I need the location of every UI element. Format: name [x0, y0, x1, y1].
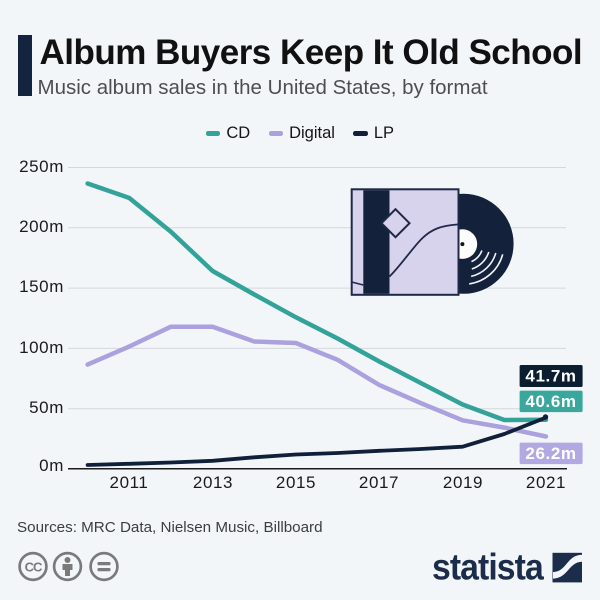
- svg-text:40.6m: 40.6m: [525, 392, 576, 411]
- svg-text:41.7m: 41.7m: [525, 367, 576, 386]
- svg-text:26.2m: 26.2m: [525, 444, 576, 463]
- svg-text:statista: statista: [432, 546, 544, 588]
- svg-text:CC: CC: [25, 560, 43, 575]
